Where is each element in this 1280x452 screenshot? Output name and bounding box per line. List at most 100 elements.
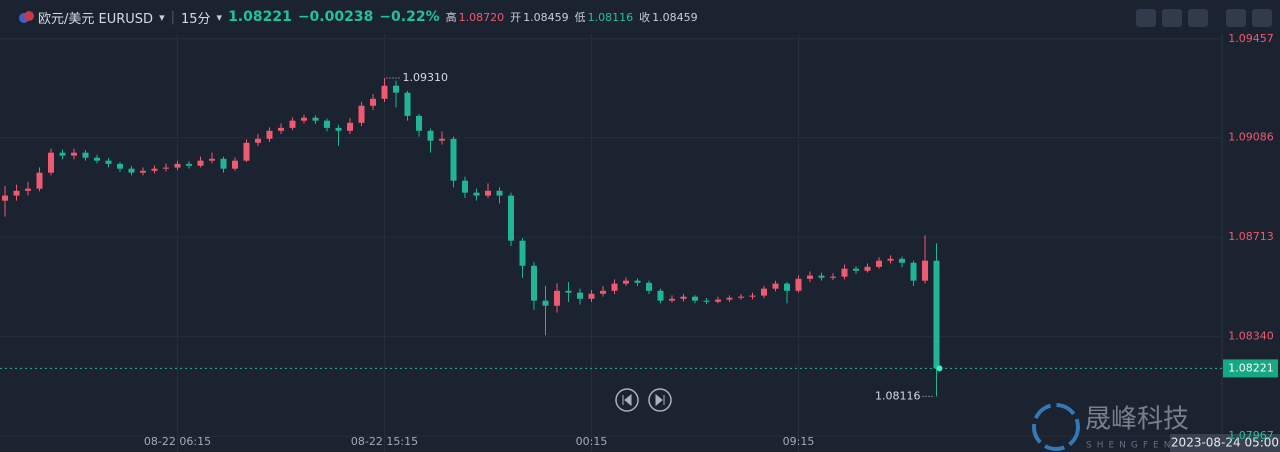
candle-body	[36, 172, 43, 189]
candle-body	[887, 258, 894, 261]
last-price-label: 1.08221	[1228, 361, 1274, 374]
x-tick-label: 00:15	[576, 435, 608, 448]
change-pct: −0.22%	[379, 9, 440, 25]
candle-body	[186, 163, 192, 166]
candle-body	[876, 260, 882, 267]
candle-body	[795, 278, 802, 291]
y-tick-label: 1.07967	[1228, 429, 1274, 442]
candle-body	[82, 152, 89, 158]
price-axis	[1222, 0, 1280, 452]
candle-body	[370, 98, 376, 106]
candle-body	[393, 85, 399, 93]
watermark-name: 晟峰科技	[1085, 405, 1189, 435]
candle-body	[910, 262, 917, 281]
fullscreen-button[interactable]	[1226, 9, 1246, 27]
candle-body	[416, 115, 422, 131]
symbol[interactable]: 欧元/美元 EURUSD	[38, 11, 154, 27]
candle-body	[588, 293, 595, 299]
candle-body	[324, 120, 330, 128]
candle-body	[358, 105, 365, 123]
dropdown[interactable]: ▾	[159, 10, 165, 24]
watermark-logo	[1032, 403, 1080, 451]
x-tick-label: 09:15	[783, 435, 815, 448]
candle-body	[473, 192, 480, 196]
candle-body	[427, 130, 434, 141]
candle-body	[646, 282, 652, 291]
candle-body	[922, 260, 928, 281]
open-label: 开	[510, 11, 522, 24]
candle-body	[278, 127, 284, 131]
candle-body	[531, 265, 537, 301]
candle-body	[623, 280, 629, 284]
candle-body	[140, 170, 146, 173]
candle-body	[255, 138, 261, 143]
candle-body	[680, 296, 687, 299]
candle-body	[715, 299, 721, 302]
candle-body	[163, 167, 169, 169]
close-label: 收	[639, 11, 651, 24]
candle-body	[128, 168, 135, 173]
candle-body	[657, 290, 664, 301]
candle-body	[13, 190, 20, 196]
candle-body	[59, 152, 66, 156]
candle-body	[25, 188, 31, 191]
prev-button[interactable]	[615, 388, 639, 412]
candle-body	[151, 168, 158, 171]
y-tick-label: 1.08340	[1228, 330, 1274, 343]
candle-body	[105, 160, 112, 164]
candle-body	[301, 117, 307, 121]
candle-body	[496, 190, 503, 196]
candle-body	[404, 92, 411, 116]
close-button[interactable]	[1252, 9, 1272, 27]
next-button[interactable]	[648, 388, 672, 412]
candle-body	[933, 260, 940, 369]
time-label: 2023-08-24 05:00	[1171, 436, 1279, 450]
candle-body	[209, 158, 215, 161]
y-tick-label: 1.08713	[1228, 230, 1274, 243]
open: 1.08459	[523, 10, 569, 24]
dropdown[interactable]: ▾	[216, 10, 223, 24]
candle-body	[611, 283, 618, 291]
toolbar: 欧元/美元 EURUSD ▾ | 15分 ▾ 1.08221 −0.00238 −0…	[0, 0, 1280, 34]
candle-body	[784, 283, 790, 291]
candle-body	[772, 283, 779, 289]
time-label-bg	[1170, 434, 1280, 452]
candle-body	[669, 298, 675, 301]
candle-body	[48, 152, 54, 173]
candle-body	[439, 138, 445, 141]
candle-body	[289, 120, 296, 128]
replay-buttons	[615, 388, 672, 412]
candle-body	[864, 266, 871, 271]
annotation: 1.08116	[875, 389, 921, 402]
candle-body	[634, 280, 641, 283]
candle-body	[243, 142, 250, 161]
tool-buttons	[1136, 9, 1272, 27]
interval[interactable]: 15分	[180, 11, 211, 27]
draw-button[interactable]	[1162, 9, 1182, 27]
candle-body	[853, 268, 859, 271]
candle-body	[542, 300, 549, 306]
candle-body	[220, 158, 227, 169]
candle-body	[462, 180, 468, 193]
candle-body	[899, 258, 905, 263]
x-tick-label: 08-22 15:15	[351, 435, 418, 448]
candle-body	[381, 85, 388, 99]
high-label: 高	[445, 11, 457, 24]
candle-body	[266, 130, 273, 139]
candle-body	[565, 290, 572, 293]
candle-button[interactable]	[1188, 9, 1208, 27]
candle-body	[508, 195, 514, 241]
candle-body	[818, 275, 825, 278]
indicator-button[interactable]	[1136, 9, 1156, 27]
candle-body	[347, 122, 353, 131]
last-price-tag	[1223, 359, 1278, 378]
high: 1.08720	[458, 10, 505, 24]
price: 1.08221	[228, 9, 292, 25]
candle-body	[600, 290, 606, 294]
candle-body	[807, 275, 813, 279]
close: 1.08459	[652, 10, 698, 24]
x-tick-label: 08-22 06:15	[144, 435, 211, 448]
y-tick-label: 1.09457	[1228, 32, 1274, 45]
candle-body	[519, 240, 526, 266]
